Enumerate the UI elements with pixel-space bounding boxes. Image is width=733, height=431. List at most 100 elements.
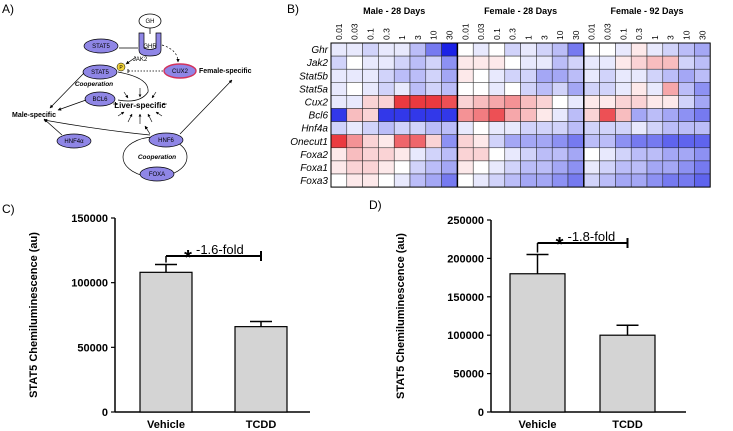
heatmap-cell <box>583 108 600 122</box>
heatmap-cell <box>457 108 474 122</box>
heatmap-cell <box>662 121 679 135</box>
heatmap-cell <box>425 173 442 188</box>
heatmap-cell <box>551 147 569 162</box>
heatmap-dose-label: 1 <box>650 35 660 40</box>
heatmap-cell <box>409 42 427 57</box>
y-tick-label: 0 <box>102 407 108 419</box>
heatmap-cell <box>472 121 490 135</box>
heatmap-cell <box>630 173 648 188</box>
heatmap-cell <box>330 160 348 175</box>
heatmap-cell <box>488 82 506 96</box>
heatmap-cell <box>441 134 458 149</box>
heatmap-cell <box>425 134 442 149</box>
y-axis-label: STAT5 Chemiluminescence (au) <box>28 232 40 398</box>
heatmap-cell <box>646 108 664 122</box>
heatmap-cell <box>536 68 553 83</box>
heatmap-cell <box>551 68 569 83</box>
heatmap-dose-label: 0.01 <box>460 23 470 40</box>
heatmap-cell <box>504 82 521 96</box>
heatmap-dose-label: 30 <box>571 30 581 40</box>
heatmap-dose-label: 0.3 <box>381 28 391 40</box>
heatmap-cell <box>694 68 711 83</box>
heatmap-cell <box>362 68 379 83</box>
heatmap-cell <box>362 108 379 122</box>
heatmap-cell <box>694 160 711 175</box>
heatmap-cell <box>536 147 553 162</box>
heatmap-cell <box>362 42 379 57</box>
significance-star: * <box>184 247 192 269</box>
heatmap-cell <box>630 108 648 122</box>
heatmap-cell <box>551 121 569 135</box>
heatmap-cell <box>536 108 553 122</box>
gh-label: GH <box>146 19 155 25</box>
female-specific-label: Female-specific <box>199 68 252 75</box>
heatmap-cell <box>330 82 348 96</box>
heatmap-cell <box>346 173 363 188</box>
heatmap-cell <box>409 173 427 188</box>
heatmap-cell <box>599 134 616 149</box>
cux2-node <box>163 63 197 79</box>
heatmap-cell <box>678 55 695 70</box>
heatmap-cell <box>504 134 521 149</box>
hnf6-node <box>148 132 184 148</box>
heatmap-cell <box>488 134 506 149</box>
heatmap-cell <box>520 82 537 96</box>
heatmap-dose-label: 1 <box>397 35 407 40</box>
heatmap-cell <box>520 95 537 109</box>
heatmap-cell <box>662 95 679 109</box>
heatmap-cell <box>567 95 585 109</box>
heatmap-cell <box>694 134 711 149</box>
heatmap-cell <box>472 82 490 96</box>
heatmap-cell <box>330 108 348 122</box>
heatmap-cell <box>488 160 506 175</box>
heatmap-cell <box>378 95 395 109</box>
heatmap-cell <box>472 108 490 122</box>
y-axis-label: STAT5 Chemiluminescence (au) <box>395 233 407 399</box>
heatmap-cell <box>441 82 458 96</box>
heatmap-cell <box>551 42 569 57</box>
heatmap-cell <box>678 95 695 109</box>
heatmap-cell <box>646 68 664 83</box>
heatmap-cell <box>678 121 695 135</box>
heatmap-cell <box>646 121 664 135</box>
heatmap-cell <box>536 55 553 70</box>
heatmap-cell <box>346 42 363 57</box>
heatmap-cell <box>393 134 411 149</box>
heatmap-cell <box>630 121 648 135</box>
heatmap-dose-label: 0.03 <box>350 23 360 40</box>
heatmap-dose-label: 0.3 <box>508 28 518 40</box>
heatmap-cell <box>457 160 474 175</box>
heatmap-cell <box>583 55 600 70</box>
heatmap-cell <box>393 68 411 83</box>
heatmap-cell <box>330 147 348 162</box>
bar-chart-d: 0 50000 100000 150000 200000 250000 STAT5 Chem… <box>395 215 686 431</box>
heatmap-cell <box>599 55 616 70</box>
heatmap-cell <box>457 134 474 149</box>
heatmap-cell <box>630 160 648 175</box>
heatmap-cell <box>504 42 521 57</box>
cooperation-top-label: Cooperation <box>75 81 113 88</box>
y-tick-label: 150000 <box>447 292 484 304</box>
heatmap-cell <box>615 68 632 83</box>
heatmap-cell <box>378 108 395 122</box>
heatmap-cell <box>362 173 379 188</box>
liver-specific-rays <box>113 88 167 124</box>
heatmap-cell <box>457 95 474 109</box>
heatmap-cell <box>346 82 363 96</box>
heatmap-cell <box>630 42 648 57</box>
heatmap-cell <box>441 55 458 70</box>
heatmap-cell <box>488 55 506 70</box>
heatmap-cell <box>520 147 537 162</box>
y-tick-label: 50000 <box>77 342 108 354</box>
heatmap-cell <box>472 42 490 57</box>
heatmap-cell <box>567 134 585 149</box>
heatmap-border <box>330 42 711 188</box>
heatmap-dose-label: 0.03 <box>476 23 486 40</box>
ghr-cux2-arrow <box>161 44 180 63</box>
panel-label-b: B) <box>287 2 299 16</box>
heatmap-cell <box>567 160 585 175</box>
heatmap-dose-label: 0.1 <box>618 28 628 40</box>
heatmap-cell <box>488 147 506 162</box>
heatmap-cell <box>536 95 553 109</box>
heatmap-cell <box>457 68 474 83</box>
